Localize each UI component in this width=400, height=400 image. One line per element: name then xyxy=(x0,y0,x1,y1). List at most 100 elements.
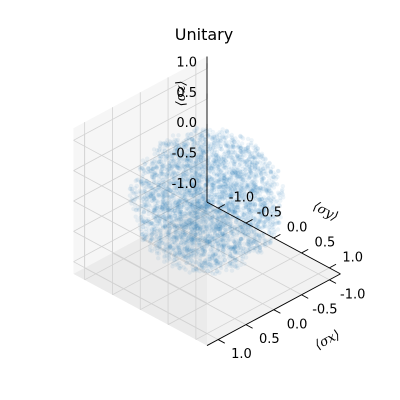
data-point xyxy=(239,236,244,242)
data-point xyxy=(155,182,161,188)
data-point xyxy=(165,205,170,211)
data-point xyxy=(235,156,241,162)
data-point xyxy=(238,184,243,189)
data-point xyxy=(221,188,226,193)
data-point xyxy=(194,260,199,265)
data-point xyxy=(225,234,230,239)
data-point xyxy=(224,192,229,197)
data-point xyxy=(241,149,246,154)
data-point xyxy=(201,194,206,199)
data-point xyxy=(231,164,236,169)
data-point xyxy=(257,160,263,165)
data-point xyxy=(216,164,221,169)
data-point xyxy=(195,187,201,192)
data-point xyxy=(191,236,196,241)
data-point xyxy=(257,245,262,251)
data-point xyxy=(238,262,243,268)
data-point xyxy=(250,182,256,187)
data-point xyxy=(234,226,239,232)
data-point xyxy=(207,215,212,221)
data-point xyxy=(195,212,200,217)
data-point xyxy=(183,152,188,158)
data-point xyxy=(196,212,202,217)
data-point xyxy=(147,195,152,200)
data-point xyxy=(192,248,197,253)
data-point xyxy=(141,196,146,202)
data-point xyxy=(217,190,222,195)
data-point xyxy=(232,246,237,251)
data-point xyxy=(187,234,192,239)
data-point xyxy=(198,226,203,232)
data-point xyxy=(228,259,233,265)
data-point xyxy=(184,133,190,138)
data-point xyxy=(184,198,190,203)
data-point xyxy=(195,178,200,183)
data-point xyxy=(248,165,253,170)
data-point xyxy=(239,253,244,258)
data-point xyxy=(179,224,184,229)
data-point xyxy=(182,187,187,192)
data-point xyxy=(158,140,163,145)
data-point xyxy=(268,191,274,196)
data-point xyxy=(185,244,190,250)
data-point xyxy=(213,224,218,229)
data-point xyxy=(192,227,198,233)
data-point xyxy=(187,178,193,183)
data-point xyxy=(186,163,191,168)
data-point xyxy=(172,247,177,252)
data-point xyxy=(247,167,252,172)
data-point xyxy=(179,235,184,240)
data-point xyxy=(256,225,261,230)
data-point xyxy=(195,231,200,237)
data-point xyxy=(256,152,261,157)
data-point xyxy=(216,153,221,158)
data-point xyxy=(187,270,192,275)
data-point xyxy=(193,266,199,271)
data-point xyxy=(191,213,196,219)
data-point xyxy=(215,221,220,226)
data-point xyxy=(236,181,242,186)
data-point xyxy=(155,182,160,187)
data-point xyxy=(172,149,177,154)
data-point xyxy=(184,192,189,197)
data-point xyxy=(191,201,197,207)
data-point xyxy=(193,210,198,215)
data-point xyxy=(243,202,248,207)
data-point xyxy=(249,183,255,189)
data-point xyxy=(239,185,244,191)
data-point xyxy=(189,137,195,142)
data-point xyxy=(221,185,226,190)
data-point xyxy=(216,213,221,219)
data-point xyxy=(276,202,282,208)
data-point xyxy=(276,220,282,226)
data-point xyxy=(165,234,170,240)
data-point xyxy=(201,224,207,229)
data-point xyxy=(174,238,179,243)
data-point xyxy=(233,172,238,177)
data-point xyxy=(225,243,231,248)
data-point xyxy=(201,248,206,254)
data-point xyxy=(191,141,197,147)
data-point xyxy=(207,154,213,159)
data-point xyxy=(152,207,158,213)
data-point xyxy=(231,234,236,240)
data-point xyxy=(185,149,191,154)
data-point xyxy=(228,207,234,212)
data-point xyxy=(259,151,265,156)
data-point xyxy=(164,205,169,210)
data-point xyxy=(182,164,187,169)
data-point xyxy=(225,143,230,148)
data-point xyxy=(183,174,189,179)
data-point xyxy=(161,209,167,214)
data-point xyxy=(223,227,228,232)
data-point xyxy=(227,251,232,256)
data-point xyxy=(200,161,205,166)
data-point xyxy=(220,134,225,140)
data-point xyxy=(158,205,163,210)
data-point xyxy=(178,240,184,245)
data-point xyxy=(161,160,166,165)
data-point xyxy=(194,267,199,272)
data-point xyxy=(164,204,170,209)
data-point xyxy=(242,261,247,266)
data-point xyxy=(194,204,199,210)
